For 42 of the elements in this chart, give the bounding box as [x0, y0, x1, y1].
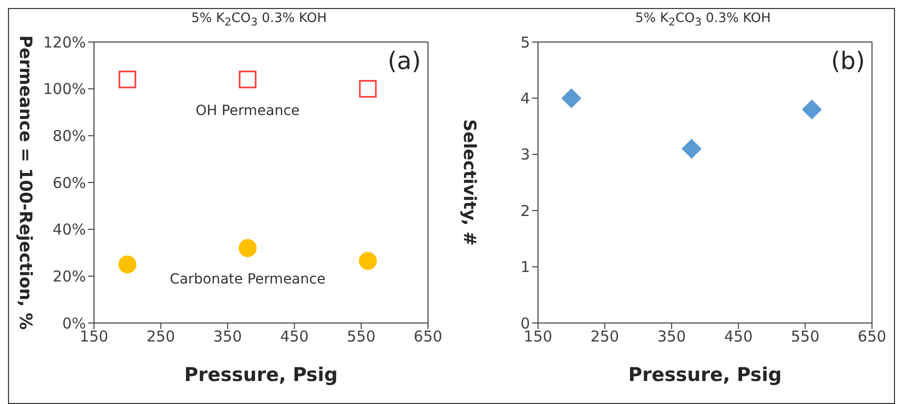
x-tick-label: 450 [724, 328, 753, 346]
x-tick-label: 350 [657, 328, 686, 346]
point [358, 252, 377, 270]
point [561, 88, 582, 108]
y-tick-label: 120% [43, 33, 86, 52]
point [238, 70, 256, 88]
x-tick-label: 650 [858, 328, 886, 346]
x-tick-label: 650 [414, 328, 442, 346]
x-tick-label: 550 [346, 328, 376, 346]
y-tick-label: 1 [520, 258, 530, 276]
y-tick-label: 100% [43, 80, 86, 98]
chart-title: 5% K$_{2}$CO$_{3}$ 0.3% KOH [634, 11, 772, 31]
series-label: Carbonate Permeance [170, 272, 326, 288]
y-tick-label: 20% [52, 267, 86, 286]
x-tick-label: 150 [80, 328, 108, 346]
y-axis-title: Selectivity, # [459, 119, 479, 246]
point [682, 138, 702, 159]
chart-title: 5% K$_{2}$CO$_{3}$ 0.3% KOH [190, 11, 328, 31]
annotation: (a) [388, 47, 421, 75]
annotation: (b) [831, 47, 865, 75]
y-tick-label: 60% [52, 174, 86, 192]
x-tick-label: 250 [590, 328, 620, 346]
x-tick-label: 550 [790, 328, 820, 346]
y-tick-label: 3 [520, 146, 530, 164]
x-tick-label: 150 [524, 328, 552, 346]
point [238, 239, 257, 258]
y-axis-title: Permeance = 100-Rejection, % [15, 35, 35, 330]
y-tick-label: 80% [52, 126, 86, 145]
y-tick-label: 4 [520, 90, 530, 108]
x-axis-title: Pressure, Psig [184, 364, 338, 386]
point [118, 255, 136, 274]
x-tick-label: 350 [213, 328, 242, 346]
y-tick-label: 2 [520, 202, 530, 220]
point [359, 80, 377, 98]
x-tick-label: 450 [280, 328, 309, 346]
y-tick-label: 40% [52, 220, 86, 239]
x-axis-title: Pressure, Psig [628, 364, 782, 386]
point [118, 70, 136, 88]
point [802, 99, 822, 120]
y-tick-label: 5 [520, 33, 530, 52]
series-label: OH Permeance [196, 102, 300, 119]
x-tick-label: 250 [146, 328, 176, 346]
